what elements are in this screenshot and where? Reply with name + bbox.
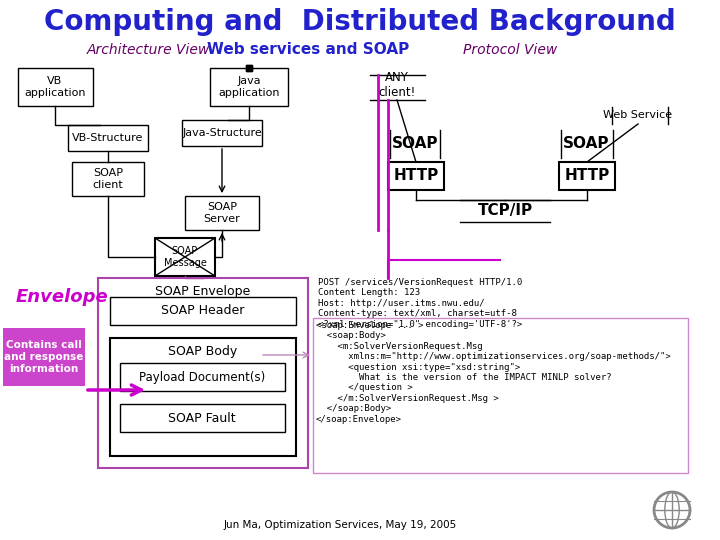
Text: Contains call
and response
information: Contains call and response information: [4, 340, 84, 374]
Bar: [559, 162, 615, 190]
Text: POST /services/VersionRequest HTTP/1.0
Content Length: 123
Host: http://user.itm: POST /services/VersionRequest HTTP/1.0 C…: [318, 278, 522, 329]
Bar: [210, 68, 288, 106]
Text: ANY
client!: ANY client!: [379, 71, 415, 99]
Text: Java
application: Java application: [218, 76, 280, 98]
Bar: [68, 125, 148, 151]
Bar: [3, 328, 85, 386]
Bar: [18, 68, 93, 106]
Text: VB
application: VB application: [24, 76, 86, 98]
Text: <soap:Envelope ... >
  <soap:Body>
    <m:SolverVersionRequest.Msg
      xmlns:m: <soap:Envelope ... > <soap:Body> <m:Solv…: [316, 321, 671, 423]
Bar: [98, 278, 308, 468]
Text: SOAP Header: SOAP Header: [161, 305, 245, 318]
Text: VB-Structure: VB-Structure: [72, 133, 144, 143]
Bar: [72, 162, 144, 196]
Bar: [120, 363, 285, 391]
Text: SOAP
client: SOAP client: [93, 168, 123, 190]
Text: SOAP
Message: SOAP Message: [163, 246, 207, 268]
Bar: [388, 162, 444, 190]
Bar: [185, 196, 259, 230]
Text: TCP/IP: TCP/IP: [477, 202, 533, 218]
Text: SOAP Fault: SOAP Fault: [168, 411, 236, 424]
Text: Protocol View: Protocol View: [463, 43, 557, 57]
Text: HTTP: HTTP: [393, 168, 438, 184]
Bar: [110, 338, 296, 456]
Text: SOAP
Server: SOAP Server: [204, 202, 240, 224]
Bar: [155, 238, 215, 276]
Text: Payload Document(s): Payload Document(s): [139, 370, 265, 383]
Text: HTTP: HTTP: [564, 168, 610, 184]
Bar: [110, 297, 296, 325]
Bar: [120, 404, 285, 432]
Text: SOAP Body: SOAP Body: [168, 346, 238, 359]
Text: Web Service: Web Service: [603, 110, 672, 120]
Bar: [313, 318, 688, 473]
Text: Java-Structure: Java-Structure: [182, 128, 262, 138]
Text: Web services and SOAP: Web services and SOAP: [207, 43, 409, 57]
Text: SOAP: SOAP: [563, 136, 609, 151]
Bar: [182, 120, 262, 146]
Text: SOAP: SOAP: [392, 136, 438, 151]
Text: Computing and  Distributed Background: Computing and Distributed Background: [44, 8, 676, 36]
Text: Envelope: Envelope: [16, 288, 109, 306]
Text: SOAP Envelope: SOAP Envelope: [156, 286, 251, 299]
Text: Architecture View: Architecture View: [86, 43, 210, 57]
Text: Jun Ma, Optimization Services, May 19, 2005: Jun Ma, Optimization Services, May 19, 2…: [223, 520, 456, 530]
